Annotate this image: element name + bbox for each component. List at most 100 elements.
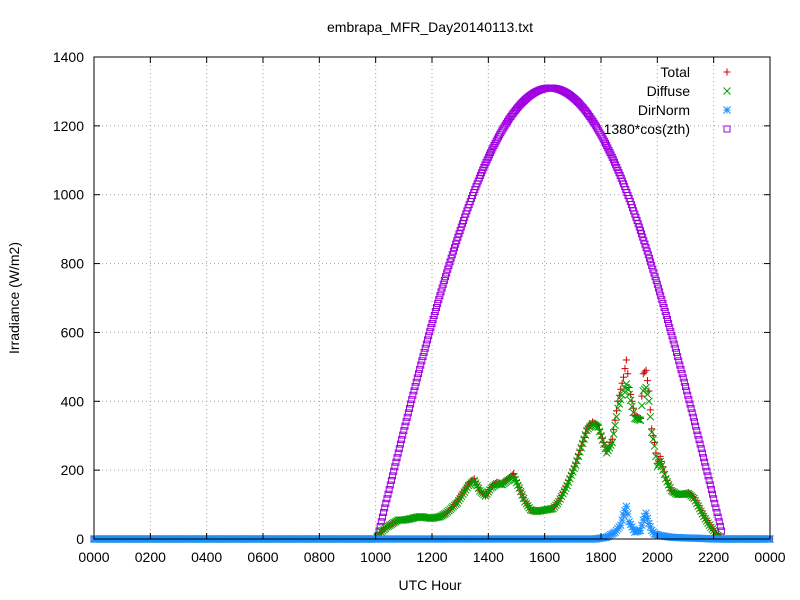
- data-point: [656, 457, 665, 466]
- y-tick-label: 1200: [53, 118, 84, 134]
- data-point: [380, 509, 388, 517]
- data-point: [597, 430, 605, 438]
- data-point: [649, 265, 657, 273]
- data-point: [602, 139, 610, 147]
- data-point: [427, 324, 435, 332]
- data-point: [444, 265, 452, 273]
- legend-marker: [723, 125, 731, 133]
- data-point: [685, 396, 693, 404]
- data-point: [572, 459, 580, 467]
- data-point: [526, 505, 535, 514]
- data-point: [642, 244, 650, 252]
- data-point: [622, 356, 630, 364]
- data-point: [483, 156, 491, 164]
- legend: Total Diffuse DirNorm 1380*cos(zth): [604, 64, 731, 137]
- data-point: [689, 413, 697, 421]
- x-tick-label: 2000: [642, 549, 673, 565]
- data-point: [616, 395, 625, 404]
- data-point: [426, 328, 434, 336]
- data-point: [459, 490, 467, 499]
- data-point: [648, 425, 656, 433]
- data-point: [574, 452, 583, 461]
- data-point: [456, 494, 465, 503]
- x-tick-label: 1400: [473, 549, 504, 565]
- data-point: [580, 433, 588, 441]
- data-point: [626, 396, 635, 405]
- data-point: [595, 427, 604, 436]
- data-point: [641, 240, 649, 248]
- data-point: [392, 458, 400, 466]
- data-point: [697, 445, 705, 453]
- data-point: [623, 510, 632, 518]
- data-point: [408, 396, 416, 404]
- x-tick-label: 1200: [416, 549, 447, 565]
- data-point: [576, 446, 584, 454]
- data-point: [603, 142, 611, 150]
- data-point: [608, 153, 616, 161]
- x-axis-label: UTC Hour: [398, 577, 461, 593]
- data-point: [682, 383, 689, 391]
- data-point: [383, 495, 391, 503]
- data-point: [420, 348, 428, 356]
- data-point: [687, 404, 695, 412]
- data-point: [706, 481, 714, 489]
- data-point: [676, 361, 684, 369]
- data-point: [546, 505, 555, 514]
- data-point: [400, 427, 408, 435]
- data-point: [652, 449, 660, 457]
- data-point: [701, 458, 709, 466]
- legend-label: 1380*cos(zth): [604, 121, 690, 137]
- data-point: [636, 416, 645, 425]
- data-point: [656, 288, 664, 296]
- data-point: [656, 452, 664, 460]
- data-point: [614, 404, 622, 413]
- data-point: [683, 489, 691, 498]
- data-point: [660, 304, 668, 312]
- data-point: [713, 509, 721, 517]
- data-point: [609, 430, 618, 438]
- data-point: [678, 370, 686, 378]
- data-point: [630, 414, 639, 423]
- data-point: [497, 480, 505, 489]
- data-point: [396, 440, 404, 448]
- data-point: [637, 521, 646, 530]
- data-point: [425, 332, 433, 340]
- data-point: [659, 466, 667, 474]
- data-point: [581, 431, 590, 439]
- data-point: [707, 486, 715, 494]
- data-point: [571, 461, 580, 469]
- data-point: [680, 378, 688, 386]
- data-point: [669, 336, 677, 344]
- data-point: [407, 400, 415, 408]
- data-point: [606, 149, 614, 157]
- data-point: [438, 284, 446, 292]
- data-point: [598, 436, 607, 444]
- data-point: [461, 486, 470, 494]
- data-point: [582, 429, 590, 437]
- data-point: [638, 392, 646, 400]
- y-axis-label: Irradiance (W/m2): [6, 242, 22, 354]
- y-tick-label: 0: [76, 531, 84, 547]
- y-tick-label: 800: [61, 256, 85, 272]
- x-tick-label: 1600: [529, 549, 560, 565]
- data-point: [696, 440, 704, 448]
- data-point: [643, 247, 651, 255]
- data-point: [395, 445, 403, 453]
- data-point: [433, 513, 442, 522]
- data-point: [418, 357, 426, 365]
- data-point: [387, 476, 395, 484]
- data-point: [385, 486, 393, 494]
- data-point: [608, 435, 616, 443]
- data-point: [457, 492, 466, 501]
- data-point: [442, 273, 450, 281]
- data-point: [431, 308, 439, 316]
- data-point: [403, 413, 411, 421]
- data-point: [391, 463, 399, 471]
- data-point: [658, 296, 666, 304]
- x-tick-label: 0800: [304, 549, 335, 565]
- data-point: [401, 422, 409, 430]
- data-point: [423, 336, 431, 344]
- data-point: [413, 374, 421, 382]
- data-point: [399, 431, 407, 439]
- data-point: [412, 378, 420, 386]
